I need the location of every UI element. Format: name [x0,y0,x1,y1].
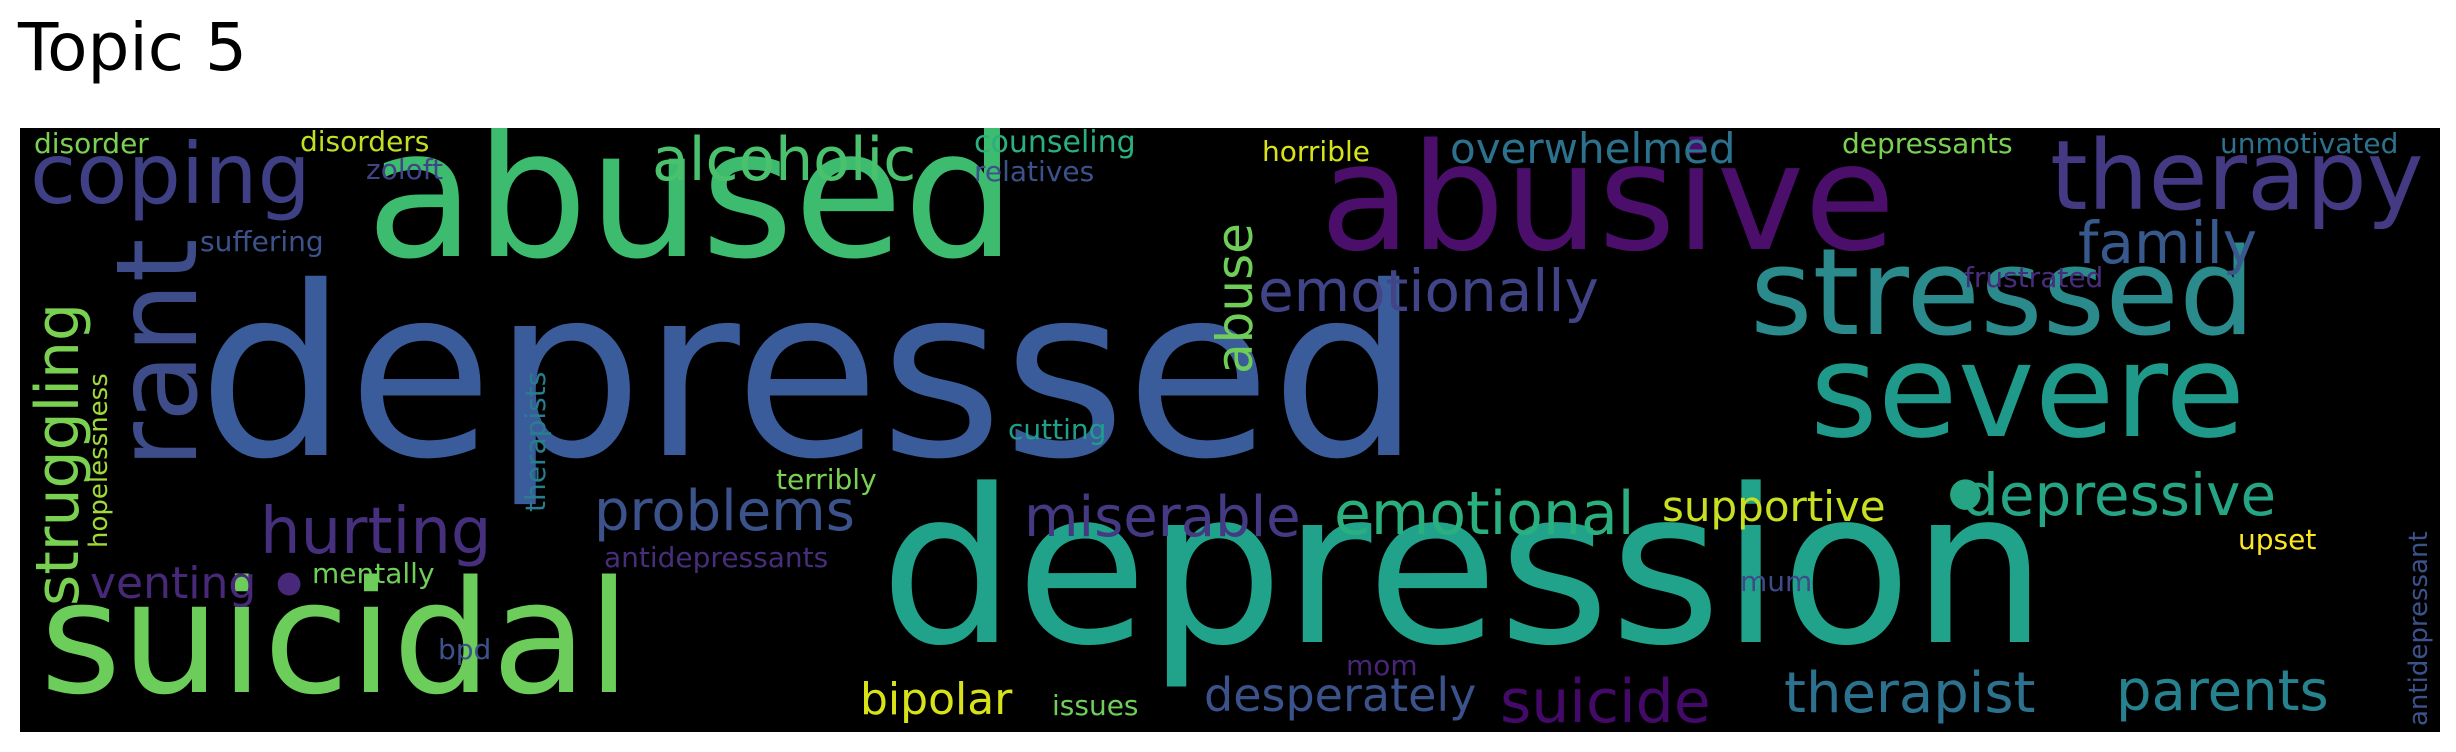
word-issues: issues [1052,689,1139,722]
word-bpd: bpd [438,633,492,666]
word-emotionally: emotionally [1258,257,1599,325]
word-mum: mum [1740,565,1813,598]
word-terribly: terribly [776,463,877,496]
word-counseling: counseling [974,128,1136,160]
word-coping: coping [30,128,311,223]
word-abusive: abusive [1320,128,1896,284]
word-therapist: therapist [1784,661,2036,726]
word-emotional: emotional [1334,479,1635,549]
word-separator-dot: ● [276,565,303,600]
word-depressed: depressed [198,236,1421,511]
word-stressed: stressed [1750,224,2256,363]
word-suffering: suffering [200,225,324,258]
word-disorders: disorders [300,128,430,158]
word-antidepressant: antidepressant [2404,531,2434,726]
word-depression: depression [880,444,2048,693]
word-upset: upset [2238,523,2317,556]
word-miserable: miserable [1024,485,1301,550]
word-struggling: struggling [23,302,93,606]
word-bipolar: bipolar [860,674,1013,725]
word-mom: mom [1346,649,1418,682]
word-desperately: desperately [1204,668,1477,722]
word-hopelessness: hopelessness [84,373,114,548]
word-family: family [2078,209,2258,277]
word-separator-dot: ● [1948,469,1983,515]
word-frustrated: frustrated [1964,261,2104,294]
word-unmotivated: unmotivated [2220,128,2399,160]
word-cloud: depressed depression abused abusive suic… [20,128,2440,732]
word-hurting: hurting [260,495,492,569]
word-antidepressants: antidepressants [604,541,829,574]
word-parents: parents [2116,659,2329,724]
word-abuse: abuse [1206,223,1264,374]
word-problems: problems [594,479,855,544]
word-suicidal: suicidal [40,547,631,729]
word-cutting: cutting [1008,413,1107,446]
word-suicide: suicide [1500,667,1711,732]
word-overwhelmed: overwhelmed [1450,128,1736,173]
word-depressants: depressants [1842,128,2013,160]
word-abused: abused [366,128,1017,298]
word-therapists: therapists [519,371,552,512]
word-supportive: supportive [1662,482,1886,531]
word-mentally: mentally [312,557,435,590]
word-severe: severe [1810,315,2246,467]
word-horrible: horrible [1262,135,1370,168]
word-rant: rant [93,238,223,468]
chart-title: Topic 5 [18,9,247,86]
word-zoloft: zoloft [366,153,444,186]
word-disorder: disorder [34,128,149,160]
word-depressive: depressive [1962,461,2277,529]
word-venting: venting [90,558,257,609]
word-relatives: relatives [974,155,1095,188]
word-alcoholic: alcoholic [652,128,917,195]
word-therapy: therapy [2050,128,2424,232]
